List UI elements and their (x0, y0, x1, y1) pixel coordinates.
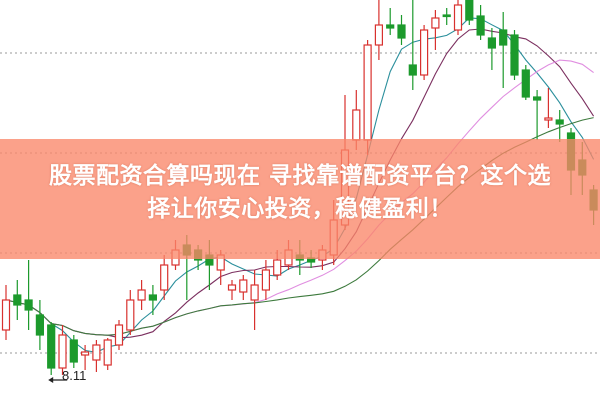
candle-down (47, 324, 56, 369)
candle-down (13, 294, 22, 306)
headline-line-2: 择让你安心投资，稳健盈利！ (147, 196, 453, 222)
candle-up (261, 269, 270, 291)
candle-up (273, 259, 282, 276)
candle-down (487, 37, 496, 49)
candle-up (431, 17, 440, 29)
candle-up (58, 334, 67, 369)
candle-up (114, 324, 124, 346)
candle-up (80, 351, 90, 356)
candle-down (532, 96, 542, 101)
candle-up (420, 29, 429, 76)
candle-up (374, 24, 383, 46)
candle-down (386, 24, 395, 29)
candle-down (510, 34, 519, 76)
headline-line-1: 股票配资合算吗现在 寻找靠谱配资平台？这个选 (48, 163, 551, 189)
candle-up (160, 264, 169, 291)
candle-up (363, 44, 372, 141)
candle-down (465, 0, 474, 21)
candle-up (352, 109, 361, 141)
candle-down (521, 69, 530, 98)
low-price-label: 8.11 (62, 368, 87, 383)
candle-down (408, 64, 417, 76)
candle-up (137, 289, 146, 301)
candle-up (250, 284, 259, 301)
candle-up (1, 299, 11, 331)
candle-up (126, 299, 135, 331)
candle-down (35, 314, 45, 336)
headline-banner (0, 139, 600, 259)
headline: 股票配资合算吗现在 寻找靠谱配资平台？这个选 择让你安心投资，稳健盈利！ (0, 160, 600, 226)
candle-down (555, 119, 564, 125)
candle-up (544, 117, 553, 121)
candle-up (239, 279, 248, 293)
low-arrow-head (48, 377, 54, 383)
candle-down (476, 15, 485, 36)
candle-down (499, 29, 508, 46)
candle-down (148, 294, 157, 301)
candle-up (103, 339, 112, 366)
candle-down (397, 24, 406, 39)
candle-down (69, 339, 78, 363)
candle-up (92, 344, 101, 361)
candle-up (453, 4, 463, 31)
candle-down (24, 299, 33, 311)
candle-down (442, 14, 451, 18)
candle-up (227, 284, 237, 291)
